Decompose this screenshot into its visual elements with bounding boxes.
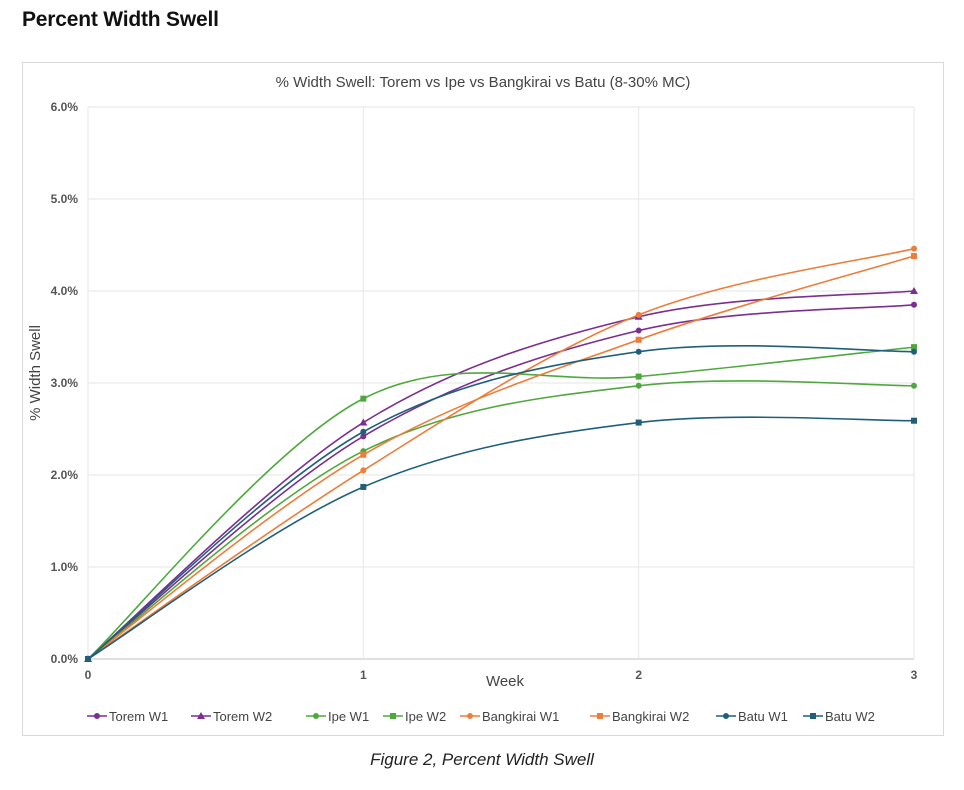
grid-lines [87,106,915,660]
series-ipe-w2 [85,344,917,662]
legend-label: Ipe W2 [405,709,446,724]
y-tick-label: 5.0% [51,192,79,206]
x-tick-label: 1 [360,668,367,682]
y-axis-ticks: 0.0% 1.0% 2.0% 3.0% 4.0% 5.0% 6.0% [51,100,79,666]
x-tick-label: 0 [85,668,92,682]
y-tick-label: 4.0% [51,284,79,298]
x-tick-label: 2 [635,668,642,682]
legend-item: Torem W2 [191,709,272,724]
legend-item: Bangkirai W2 [590,709,689,724]
data-point [911,348,917,355]
legend-label: Batu W1 [738,709,788,724]
legend-item: Torem W1 [87,709,168,724]
y-tick-label: 2.0% [51,468,79,482]
y-tick-label: 1.0% [51,560,79,574]
legend-marker [810,713,816,719]
series-line [87,255,915,660]
legend-marker [390,713,396,719]
legend-item: Batu W1 [716,709,788,724]
chart-title: % Width Swell: Torem vs Ipe vs Bangkirai… [276,74,691,91]
series-ipe-w1 [85,380,917,662]
figure-caption: Figure 2, Percent Width Swell [370,750,594,769]
data-point [635,336,642,343]
data-point [635,348,642,355]
data-point [911,253,917,260]
data-point [635,419,642,426]
legend-marker [723,713,729,719]
legend-label: Torem W2 [213,709,272,724]
data-point [635,327,642,334]
legend-label: Ipe W1 [328,709,369,724]
series-line [87,345,915,660]
data-point [360,451,367,458]
series-lines [84,245,918,662]
series-bangkirai-w1 [85,245,917,662]
data-point [635,382,642,389]
series-line [87,247,915,660]
data-point [360,483,367,490]
y-axis-label: % Width Swell [27,325,44,421]
series-line [87,380,915,660]
series-line [87,346,915,660]
legend-label: Bangkirai W2 [612,709,689,724]
series-line [87,304,915,660]
series-line [87,290,915,660]
series-batu-w2 [85,416,917,662]
data-point [360,467,367,474]
legend-marker [94,713,100,719]
x-tick-label: 3 [911,668,918,682]
y-tick-label: 3.0% [51,376,79,390]
data-point [910,287,918,294]
x-axis-ticks: 0 1 2 3 [85,668,918,682]
legend-marker [467,713,473,719]
y-tick-label: 6.0% [51,100,79,114]
legend-label: Bangkirai W1 [482,709,559,724]
data-point [85,656,91,662]
data-point [635,373,642,380]
legend-label: Batu W2 [825,709,875,724]
line-chart: % Width Swell: Torem vs Ipe vs Bangkirai… [27,74,918,724]
legend-marker [197,712,205,719]
legend-marker [597,713,603,719]
series-bangkirai-w2 [85,253,917,662]
legend-marker [313,713,319,719]
data-point [360,428,367,435]
x-axis-label: Week [486,673,525,690]
legend-item: Bangkirai W1 [460,709,559,724]
series-line [87,416,915,660]
data-point [911,245,917,252]
data-point [911,417,917,424]
data-point [360,433,367,440]
data-point [360,395,367,402]
y-tick-label: 0.0% [51,652,79,666]
legend-item: Ipe W2 [383,709,446,724]
data-point [911,344,917,351]
data-point [911,382,917,389]
chart-frame: % Width Swell: Torem vs Ipe vs Bangkirai… [22,62,944,736]
data-point [635,311,642,318]
series-batu-w1 [85,345,917,662]
data-point [359,418,368,426]
page-heading: Percent Width Swell [22,8,219,31]
data-point [911,301,917,308]
legend: Torem W1 Torem W2 Ipe W1 Ipe W2 Bangkirai W1… [87,709,875,724]
legend-label: Torem W1 [109,709,168,724]
legend-item: Ipe W1 [306,709,369,724]
legend-item: Batu W2 [803,709,875,724]
